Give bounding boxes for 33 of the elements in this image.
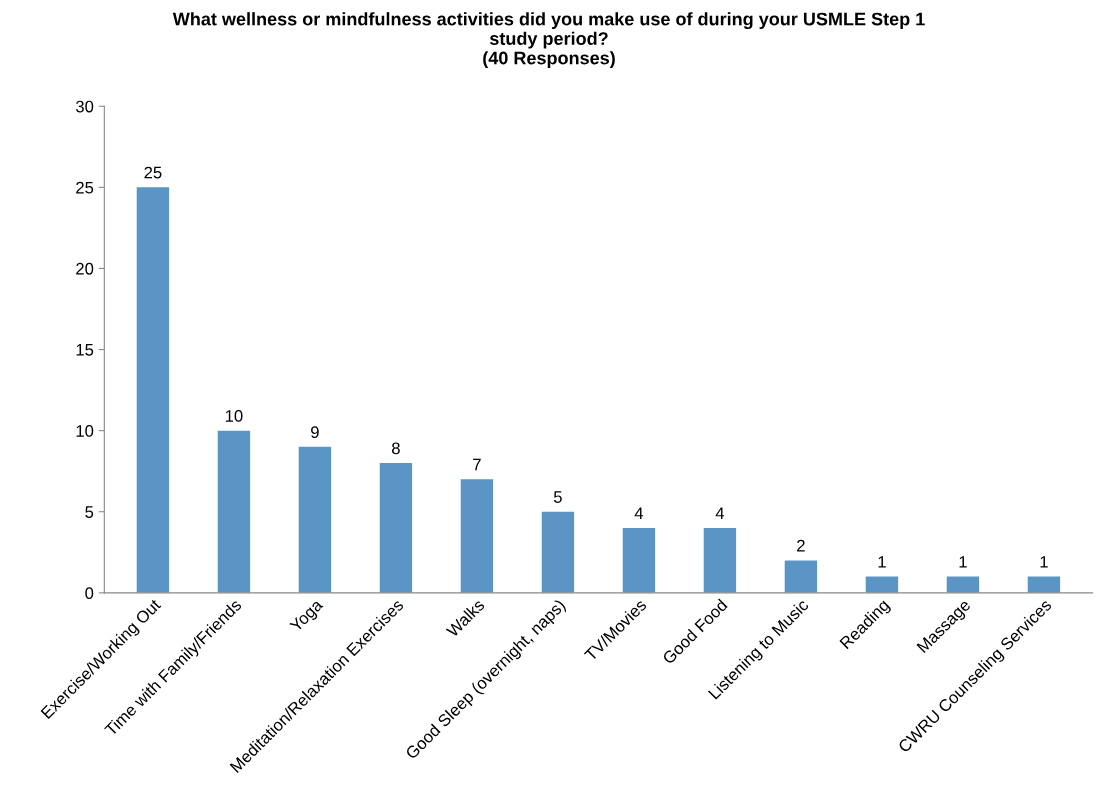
y-tick-label: 15: [76, 344, 94, 356]
bar: [946, 576, 980, 593]
bar: [541, 511, 575, 593]
data-label: 7: [473, 458, 481, 471]
bar: [784, 560, 818, 593]
y-tick-label: 0: [85, 587, 94, 600]
data-label: 4: [715, 507, 725, 519]
data-label: 1: [1040, 556, 1048, 568]
y-tick-label: 25: [76, 181, 94, 194]
bar: [1027, 576, 1061, 593]
y-tick-label: 10: [76, 425, 94, 437]
data-label: 9: [311, 426, 319, 439]
data-label: 10: [225, 409, 243, 422]
chart-title: What wellness or mindfulness activities did you make use of during your USMLE Step 1 study period? (40 Responses): [172, 12, 925, 68]
y-tick-label: 5: [85, 506, 94, 518]
bar: [865, 576, 899, 593]
data-label: 4: [634, 507, 644, 519]
bar: [298, 446, 332, 593]
data-label: 1: [878, 556, 886, 568]
data-label: 1: [959, 556, 967, 568]
bar: [379, 463, 413, 593]
data-label: 8: [392, 442, 400, 455]
y-tick-label: 20: [76, 262, 94, 275]
bar: [217, 430, 251, 593]
bar: [460, 479, 494, 593]
bar: [703, 527, 737, 593]
y-tick-label: 30: [75, 100, 94, 113]
data-label: 5: [553, 491, 562, 503]
bar: [136, 187, 170, 593]
x-tick-label: Yoga: [289, 598, 326, 635]
data-label: 25: [144, 166, 162, 179]
bar: [622, 527, 656, 593]
data-label: 2: [797, 539, 805, 552]
